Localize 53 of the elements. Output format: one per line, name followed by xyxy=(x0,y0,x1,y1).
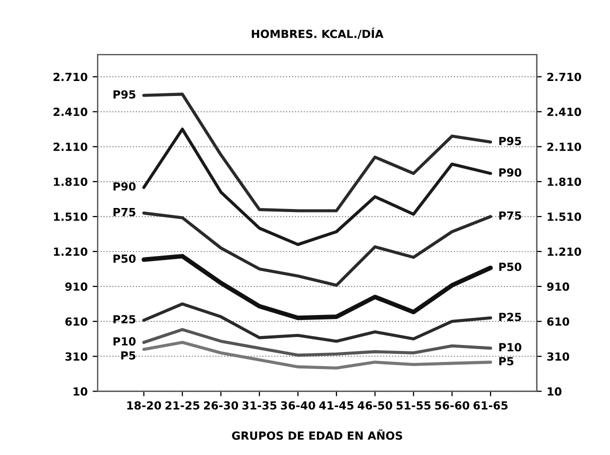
x-tick-label: 56-60 xyxy=(435,401,470,410)
line-series xyxy=(142,328,492,357)
y-tick-label: 2.110 xyxy=(54,142,88,152)
series-label: P5 xyxy=(121,351,136,360)
y-tick-label: 910 xyxy=(65,282,88,291)
series-label: P10 xyxy=(114,337,136,346)
line-series xyxy=(142,212,492,287)
y2-tick-label: 610 xyxy=(547,317,570,326)
x-tick-label: 18-20 xyxy=(127,401,162,410)
y2-tick-label: 10 xyxy=(548,387,562,396)
x-tick-label: 51-55 xyxy=(396,401,431,410)
chart-title: HOMBRES. KCAL./DÍA xyxy=(252,28,384,39)
x-tick-label: 41-45 xyxy=(319,401,354,410)
y2-tick-label: 310 xyxy=(547,352,570,361)
y-tick-label: 1.810 xyxy=(54,178,88,186)
x-axis-title: GRUPOS DE EDAD EN AÑOS xyxy=(232,429,402,440)
y-tick-label: 2.410 xyxy=(54,108,88,116)
y2-tick-label: 1.510 xyxy=(548,212,582,221)
y2-tick-label: 910 xyxy=(547,282,570,291)
y-tick-label: 1.510 xyxy=(54,212,88,221)
line-series xyxy=(142,254,493,320)
y-tick-label: 610 xyxy=(65,317,88,326)
text: P95 xyxy=(499,136,522,146)
series-label: P25 xyxy=(114,315,136,324)
x-tick-label: 46-50 xyxy=(358,401,392,410)
text: P75 xyxy=(499,212,522,220)
text: P50 xyxy=(499,262,522,272)
line-series xyxy=(142,128,492,246)
y-tick-label: 10 xyxy=(74,387,88,396)
x-tick-label: 21-25 xyxy=(165,401,200,410)
text: P25 xyxy=(499,312,522,322)
series-label: P50 xyxy=(114,254,136,263)
x-tick-label: 61-65 xyxy=(473,401,508,410)
series-label: P95 xyxy=(114,90,136,99)
y2-tick-label: 2.110 xyxy=(547,142,582,152)
line-series xyxy=(142,92,492,212)
y-tick-label: 310 xyxy=(65,352,88,361)
x-tick-label: 31-35 xyxy=(242,401,276,410)
line-series xyxy=(142,302,492,343)
text: P90 xyxy=(499,168,522,177)
series-label: P75 xyxy=(114,208,136,216)
y2-tick-label: 1.210 xyxy=(548,247,582,256)
text: P5 xyxy=(499,357,514,366)
y2-tick-label: 2.410 xyxy=(547,108,582,116)
y-tick-label: 2.710 xyxy=(54,72,88,82)
y2-tick-label: 1.810 xyxy=(548,178,582,186)
x-tick-label: 36-40 xyxy=(280,401,316,410)
x-tick-label: 26-30 xyxy=(204,401,238,410)
y-tick-label: 1.210 xyxy=(54,247,88,256)
line-series xyxy=(142,340,492,370)
y2-tick-label: 2.710 xyxy=(547,72,582,82)
series-label: P90 xyxy=(114,182,136,191)
text: P10 xyxy=(499,343,522,352)
